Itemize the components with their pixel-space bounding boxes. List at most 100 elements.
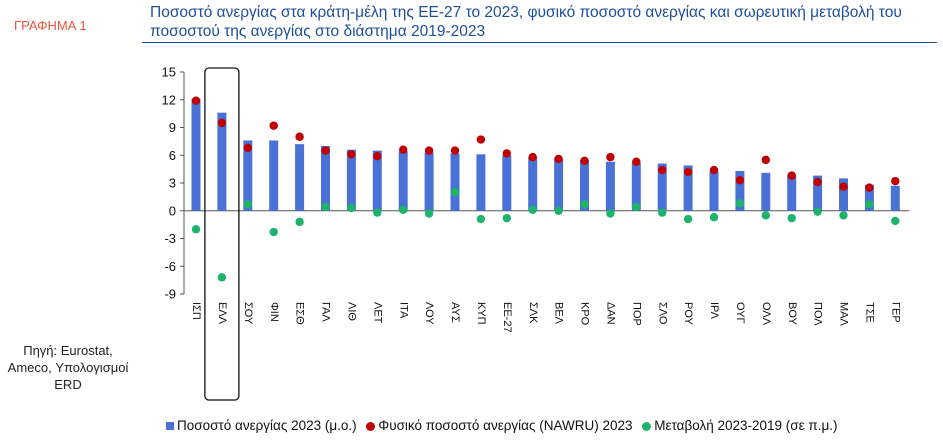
y-tick-label: -3	[164, 231, 176, 246]
category-label: ΦΙΝ	[268, 302, 280, 322]
dot-change-2019-2023	[243, 200, 252, 209]
category-label: ΡΟΥ	[682, 302, 694, 326]
source-note: Πηγή: Eurostat, Ameco, Υπολογισμοί ERD	[7, 343, 129, 392]
category-label: ΔΑΝ	[604, 302, 616, 325]
dot-nawru-2023	[243, 143, 252, 153]
bar-unemployment-2023	[735, 170, 745, 211]
dot-nawru-2023	[865, 183, 874, 192]
dot-nawru-2023	[813, 177, 822, 187]
dot-nawru-2023	[373, 151, 382, 161]
dot-change-2019-2023	[580, 200, 589, 209]
dot-change-2019-2023	[683, 214, 693, 224]
dot-change-2019-2023	[709, 213, 719, 222]
category-label: ΛΙΘ	[345, 302, 357, 321]
bar-unemployment-2023	[683, 165, 693, 211]
y-tick-label: -6	[164, 259, 176, 274]
category-label: ΛΟΥ	[423, 302, 435, 325]
dot-change-2019-2023	[450, 188, 460, 197]
chart-number-label: ΓΡΑΦΗΜΑ 1	[14, 18, 87, 33]
dot-change-2019-2023	[735, 199, 745, 208]
dot-nawru-2023	[891, 176, 900, 186]
dot-nawru-2023	[839, 182, 848, 191]
chart-panel	[136, 0, 943, 445]
category-label: ΤΣΕ	[863, 302, 875, 323]
legend-item-nawru: Φυσικό ποσοστό ανεργίας (NAWRU) 2023	[366, 418, 632, 433]
bar-unemployment-2023	[450, 153, 460, 211]
bar-unemployment-2023	[476, 154, 486, 211]
y-tick-label: 3	[169, 176, 176, 191]
legend-label-unemployment: Ποσοστό ανεργίας 2023 (μ.ο.)	[177, 418, 357, 433]
y-tick-label: 6	[169, 148, 176, 163]
category-label: ΚΡΟ	[579, 302, 591, 326]
bar-unemployment-2023	[709, 170, 719, 211]
category-label: ΙΣΠ	[190, 302, 202, 320]
dot-change-2019-2023	[891, 216, 900, 226]
bar-unemployment-2023	[631, 162, 641, 211]
dot-change-2019-2023	[632, 202, 641, 212]
dot-change-2019-2023	[373, 208, 382, 217]
dot-nawru-2023	[658, 165, 667, 175]
chart-title: Ποσοστό ανεργίας στα κράτη-μέλη της ΕΕ-2…	[150, 4, 902, 40]
dot-nawru-2023	[580, 156, 589, 165]
dot-nawru-2023	[528, 152, 537, 162]
bar-unemployment-2023	[424, 152, 434, 211]
category-label: ΕΣΘ	[294, 302, 306, 325]
category-label: ΑΥΣ	[449, 302, 461, 323]
legend-red-dot	[366, 421, 376, 431]
legend-item-unemployment: Ποσοστό ανεργίας 2023 (μ.ο.)	[166, 418, 357, 433]
dot-nawru-2023	[424, 146, 434, 155]
dot-nawru-2023	[321, 146, 330, 155]
bar-unemployment-2023	[813, 175, 823, 211]
dot-nawru-2023	[502, 149, 511, 158]
dot-nawru-2023	[787, 171, 796, 180]
bar-unemployment-2023	[269, 140, 279, 211]
dot-nawru-2023	[554, 154, 563, 164]
category-label: ΜΑΛ	[838, 302, 850, 327]
bar-unemployment-2023	[321, 146, 330, 211]
dot-nawru-2023	[347, 150, 356, 159]
title-underline	[142, 42, 937, 43]
dot-change-2019-2023	[295, 217, 304, 227]
category-label: ΠΟΛ	[812, 302, 824, 326]
dot-change-2019-2023	[191, 225, 201, 234]
legend-item-change: Μεταβολή 2023-2019 (σε π.μ.)	[642, 418, 837, 433]
bar-unemployment-2023	[605, 161, 615, 211]
bar-unemployment-2023	[864, 184, 874, 211]
legend-label-nawru: Φυσικό ποσοστό ανεργίας (NAWRU) 2023	[378, 418, 633, 433]
category-label: ΣΛΚ	[527, 302, 539, 324]
category-label: ΒΟΥ	[786, 302, 798, 326]
y-tick-label: 9	[169, 120, 176, 135]
bar-unemployment-2023	[528, 157, 538, 211]
bar-unemployment-2023	[839, 178, 848, 211]
legend-bar-swatch	[166, 422, 174, 431]
dot-change-2019-2023	[528, 205, 537, 215]
bar-unemployment-2023	[657, 163, 667, 211]
dot-nawru-2023	[735, 176, 745, 185]
category-label: ΙΤΑ	[397, 302, 409, 319]
bar-unemployment-2023	[295, 144, 305, 211]
dot-nawru-2023	[476, 135, 486, 144]
bar-unemployment-2023	[787, 174, 797, 211]
category-label: ΕΕ-27	[501, 302, 513, 333]
dot-change-2019-2023	[658, 208, 667, 217]
dot-change-2019-2023	[865, 200, 874, 209]
category-label: ΟΛΛ	[760, 302, 772, 326]
category-label: ΟΥΓ	[734, 302, 746, 324]
dot-nawru-2023	[217, 118, 227, 128]
y-tick-label: 0	[169, 203, 176, 218]
bar-unemployment-2023	[372, 150, 382, 211]
dot-change-2019-2023	[347, 203, 356, 213]
bar-unemployment-2023	[346, 149, 356, 211]
dot-nawru-2023	[683, 167, 693, 177]
dot-change-2019-2023	[502, 213, 511, 223]
dot-change-2019-2023	[476, 214, 486, 224]
sidebar: ΓΡΑΦΗΜΑ 1 Πηγή: Eurostat, Ameco, Υπολογι…	[0, 0, 136, 445]
dot-nawru-2023	[450, 146, 460, 155]
dot-change-2019-2023	[269, 227, 278, 237]
dot-change-2019-2023	[606, 209, 615, 218]
dot-change-2019-2023	[839, 211, 848, 220]
bar-unemployment-2023	[243, 140, 253, 211]
dot-nawru-2023	[632, 157, 641, 166]
dot-change-2019-2023	[813, 207, 822, 216]
bar-unemployment-2023	[398, 151, 408, 211]
